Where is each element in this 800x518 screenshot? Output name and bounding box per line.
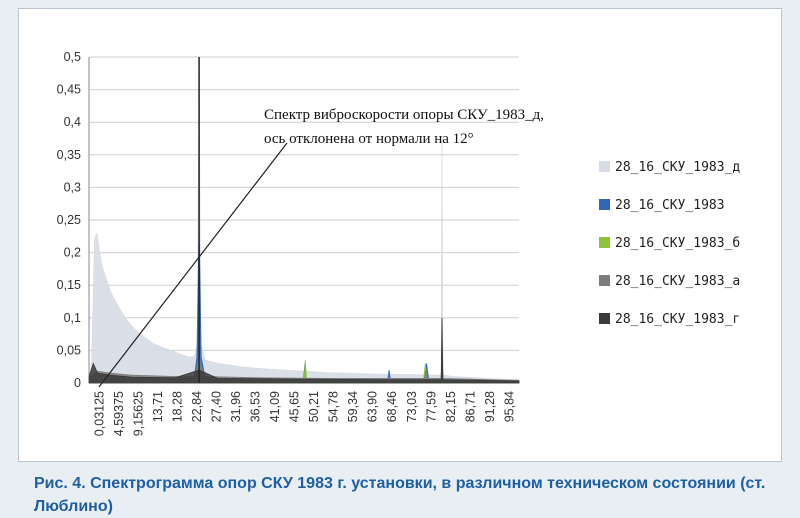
y-tick-label: 0,05 [57, 343, 81, 357]
legend-label: 28_16_СКУ_1983 [615, 198, 725, 213]
legend-label: 28_16_СКУ_1983_д [615, 160, 740, 175]
y-tick-label: 0,15 [57, 278, 81, 292]
x-tick-label: 77,59 [424, 391, 438, 422]
x-tick-label: 4,59375 [112, 391, 126, 436]
x-tick-label: 63,90 [366, 391, 380, 422]
annotation-line-1: Спектр виброскорости опоры СКУ_1983_д, [264, 107, 544, 123]
y-tick-label: 0 [74, 376, 81, 390]
annotation-line-2: ось отклонена от нормали на 12° [264, 131, 474, 147]
x-tick-label: 13,71 [151, 391, 165, 422]
legend-label: 28_16_СКУ_1983_а [615, 274, 740, 289]
figure-frame: 0 0,05 0,1 0,15 0,2 0,25 0,3 0,35 0,4 0,45 0,5 0,03… [18, 8, 782, 462]
y-tick-label: 0,25 [57, 213, 81, 227]
y-tick-label: 0,2 [64, 246, 81, 260]
x-tick-label: 31,96 [229, 391, 243, 422]
x-tick-label: 68,46 [385, 391, 399, 422]
y-tick-label: 0,4 [64, 115, 81, 129]
x-tick-label: 82,15 [444, 391, 458, 422]
x-tick-label: 86,71 [463, 391, 477, 422]
x-tick-label: 95,84 [502, 391, 516, 422]
legend-swatch [599, 237, 610, 248]
y-tick-label: 0,1 [64, 311, 81, 325]
legend-label: 28_16_СКУ_1983_б [615, 236, 740, 251]
legend-swatch [599, 275, 610, 286]
x-tick-label: 54,78 [327, 391, 341, 422]
x-tick-label: 59,34 [346, 391, 360, 422]
y-tick-label: 0,45 [57, 83, 81, 97]
figure-caption: Рис. 4. Спектрограмма опор СКУ 1983 г. у… [34, 475, 766, 515]
series-area [88, 56, 520, 384]
series-area [88, 317, 520, 384]
y-tick-label: 0,3 [64, 180, 81, 194]
x-tick-label: 18,28 [170, 391, 184, 422]
x-tick-label: 45,65 [288, 391, 302, 422]
x-tick-label: 91,28 [483, 391, 497, 422]
x-tick-label: 0,03125 [92, 391, 106, 436]
x-tick-label: 9,15625 [131, 391, 145, 436]
y-tick-label: 0,5 [64, 50, 81, 64]
legend-swatch [599, 199, 610, 210]
x-tick-label: 22,84 [190, 391, 204, 422]
legend-label: 28_16_СКУ_1983_г [615, 312, 740, 327]
x-tick-label: 27,40 [210, 391, 224, 422]
x-tick-label: 41,09 [268, 391, 282, 422]
y-tick-label: 0,35 [57, 148, 81, 162]
legend-swatch [599, 161, 610, 172]
legend-swatch [599, 313, 610, 324]
spectrum-chart: 0 0,05 0,1 0,15 0,2 0,25 0,3 0,35 0,4 0,45 0,5 0,03… [57, 50, 741, 436]
x-tick-label: 73,03 [405, 391, 419, 422]
x-tick-label: 36,53 [249, 391, 263, 422]
x-tick-label: 50,21 [307, 391, 321, 422]
annotation-leader-line [98, 142, 288, 388]
